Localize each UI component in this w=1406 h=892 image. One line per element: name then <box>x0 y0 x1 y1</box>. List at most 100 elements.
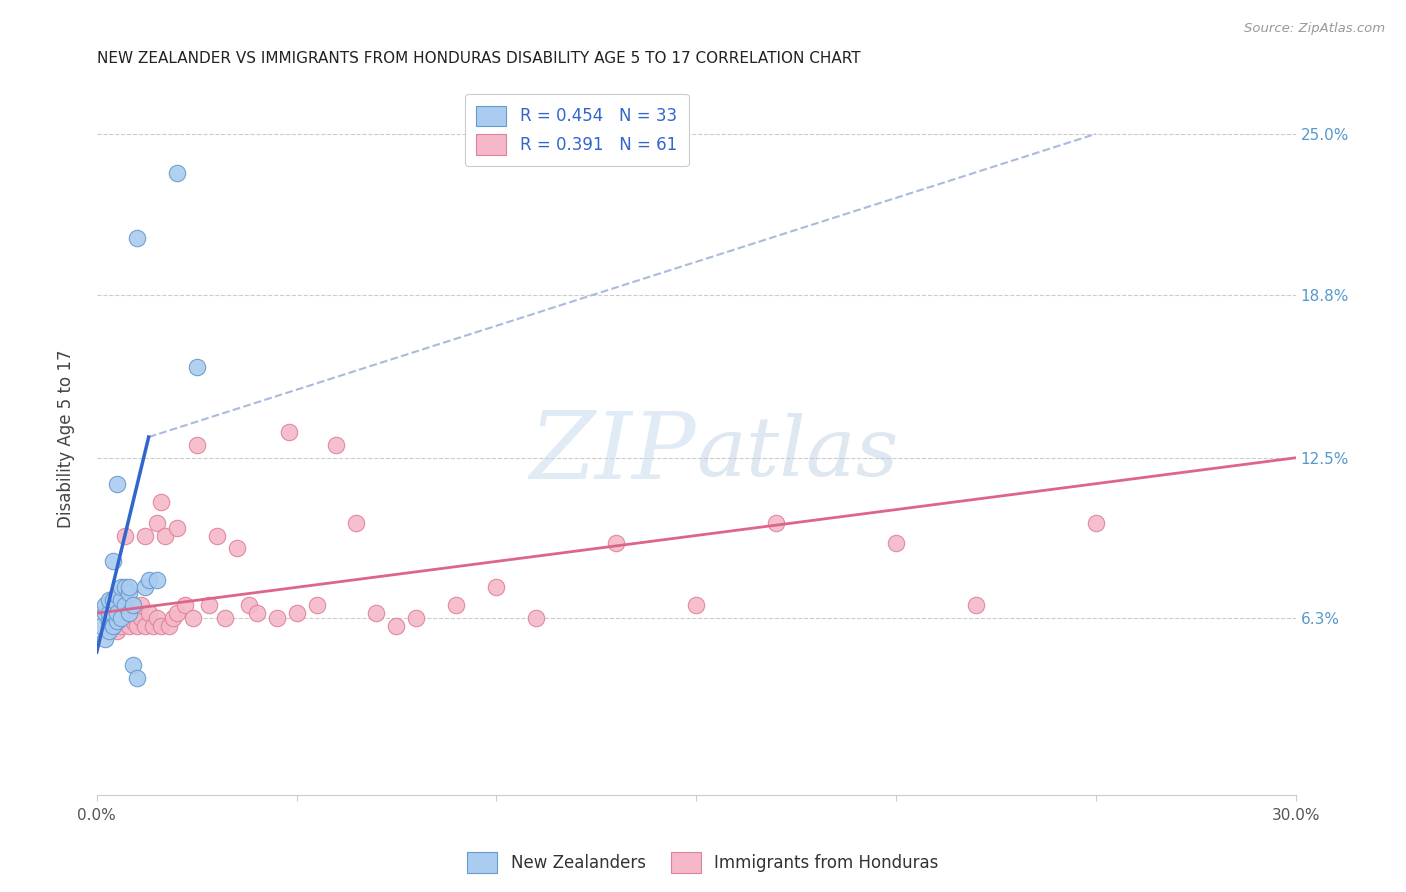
Point <box>93 606 115 620</box>
Point <box>145 516 167 530</box>
Point <box>125 671 148 685</box>
Point <box>153 528 176 542</box>
Point <box>134 580 156 594</box>
Point <box>105 614 128 628</box>
Point <box>346 516 368 530</box>
Point <box>605 536 627 550</box>
Point <box>181 611 204 625</box>
Point <box>101 593 124 607</box>
Point <box>114 599 136 613</box>
Point <box>157 619 180 633</box>
Point <box>277 425 299 439</box>
Point <box>145 611 167 625</box>
Point <box>129 599 152 613</box>
Point <box>114 580 136 594</box>
Point <box>93 632 115 647</box>
Point <box>105 601 128 615</box>
Point <box>166 166 188 180</box>
Point <box>134 619 156 633</box>
Point <box>110 593 132 607</box>
Point <box>142 619 165 633</box>
Point <box>186 360 208 375</box>
Point <box>145 573 167 587</box>
Point <box>524 611 547 625</box>
Legend: R = 0.454   N = 33, R = 0.391   N = 61: R = 0.454 N = 33, R = 0.391 N = 61 <box>465 94 689 166</box>
Point <box>125 619 148 633</box>
Point <box>166 606 188 620</box>
Point <box>101 619 124 633</box>
Point <box>110 606 132 620</box>
Point <box>97 606 120 620</box>
Point <box>166 521 188 535</box>
Point <box>884 536 907 550</box>
Point <box>138 606 160 620</box>
Legend: New Zealanders, Immigrants from Honduras: New Zealanders, Immigrants from Honduras <box>461 846 945 880</box>
Point <box>149 495 172 509</box>
Point <box>118 619 141 633</box>
Point <box>118 585 141 599</box>
Point <box>186 438 208 452</box>
Point <box>97 593 120 607</box>
Y-axis label: Disability Age 5 to 17: Disability Age 5 to 17 <box>58 349 75 527</box>
Point <box>685 599 707 613</box>
Point <box>114 599 136 613</box>
Point <box>118 580 141 594</box>
Point <box>121 658 143 673</box>
Point <box>134 528 156 542</box>
Point <box>214 611 236 625</box>
Point <box>405 611 427 625</box>
Text: ZIP: ZIP <box>530 408 696 498</box>
Point <box>101 593 124 607</box>
Point <box>93 606 115 620</box>
Point <box>245 606 267 620</box>
Point <box>238 599 260 613</box>
Point <box>173 599 195 613</box>
Point <box>385 619 408 633</box>
Point <box>93 599 115 613</box>
Point <box>1084 516 1107 530</box>
Point <box>125 606 148 620</box>
Point <box>197 599 219 613</box>
Text: Source: ZipAtlas.com: Source: ZipAtlas.com <box>1244 22 1385 36</box>
Point <box>121 599 143 613</box>
Point <box>110 580 132 594</box>
Point <box>110 619 132 633</box>
Point <box>105 611 128 625</box>
Point <box>105 606 128 620</box>
Point <box>205 528 228 542</box>
Point <box>366 606 388 620</box>
Point <box>965 599 987 613</box>
Point <box>110 611 132 625</box>
Point <box>101 554 124 568</box>
Point <box>225 541 247 556</box>
Point <box>121 614 143 628</box>
Point <box>97 614 120 628</box>
Point <box>114 528 136 542</box>
Point <box>101 614 124 628</box>
Point <box>285 606 308 620</box>
Point <box>97 624 120 639</box>
Point <box>125 230 148 244</box>
Point <box>305 599 328 613</box>
Point <box>101 606 124 620</box>
Point <box>90 619 112 633</box>
Point <box>105 624 128 639</box>
Point <box>149 619 172 633</box>
Point <box>97 619 120 633</box>
Text: atlas: atlas <box>696 413 898 492</box>
Point <box>97 599 120 613</box>
Point <box>105 476 128 491</box>
Point <box>118 606 141 620</box>
Point <box>266 611 288 625</box>
Point <box>105 588 128 602</box>
Point <box>114 611 136 625</box>
Point <box>129 611 152 625</box>
Point <box>118 606 141 620</box>
Text: NEW ZEALANDER VS IMMIGRANTS FROM HONDURAS DISABILITY AGE 5 TO 17 CORRELATION CHA: NEW ZEALANDER VS IMMIGRANTS FROM HONDURA… <box>97 51 860 66</box>
Point <box>325 438 347 452</box>
Point <box>765 516 787 530</box>
Point <box>121 599 143 613</box>
Point <box>138 573 160 587</box>
Point <box>485 580 508 594</box>
Point <box>162 611 184 625</box>
